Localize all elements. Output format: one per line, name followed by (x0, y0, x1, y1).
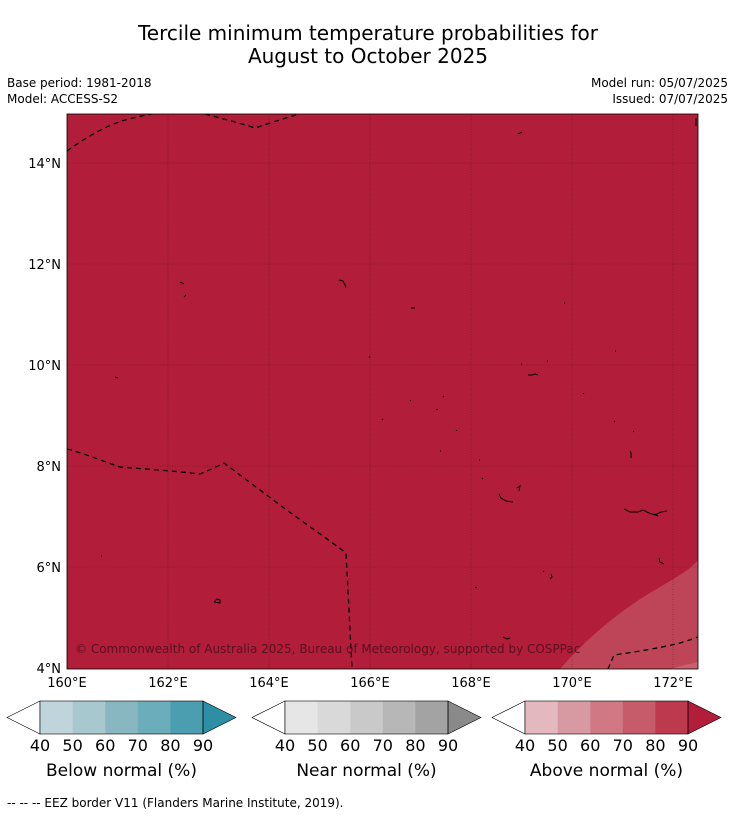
legend-title-above: Above normal (%) (529, 761, 684, 781)
eez-footnote: -- -- -- EEZ border V11 (Flanders Marine… (7, 796, 344, 810)
title-line-2: August to October 2025 (247, 44, 489, 68)
colorbar-above: 40 50 60 70 80 90 (491, 700, 722, 755)
colorbar-extend-high (687, 700, 722, 735)
colorbar-tick-label: 80 (645, 736, 665, 755)
eez-borders (67, 114, 698, 669)
colorbar-tick-label: 80 (160, 736, 180, 755)
colorbar-extend-high (447, 700, 482, 735)
colorbar-tick-label: 60 (95, 736, 115, 755)
colorbar-tick-label: 90 (678, 736, 698, 755)
lat-label: 8°N (37, 460, 62, 475)
colorbar-tick-label: 70 (373, 736, 393, 755)
graticule (67, 114, 698, 669)
lon-label: 162°E (148, 676, 188, 691)
colorbar-tick-label: 70 (613, 736, 633, 755)
lon-label: 160°E (47, 676, 87, 691)
colorbar-segment (622, 701, 656, 734)
issued-date: Issued: 07/07/2025 (612, 92, 728, 106)
colorbar-extend-low (491, 700, 526, 735)
colorbar-outline (284, 700, 449, 735)
meta-right: Model run: 05/07/2025 Issued: 07/07/2025 (591, 75, 728, 107)
lon-label: 168°E (451, 676, 491, 691)
latitude-labels: 14°N 12°N 10°N 8°N 6°N 4°N (28, 157, 61, 677)
islands (101, 118, 697, 640)
colorbar-segment (105, 701, 138, 734)
meta-left: Base period: 1981-2018 Model: ACCESS-S2 (7, 75, 152, 107)
colorbar-segment (655, 701, 689, 734)
model-name: Model: ACCESS-S2 (7, 92, 119, 106)
colorbar-tick-label: 50 (307, 736, 327, 755)
lon-label: 164°E (249, 676, 289, 691)
colorbar-tick-label: 90 (193, 736, 213, 755)
colorbars: 40 50 60 70 80 90 40 50 60 70 80 90 40 50 60 70 80 90 (6, 700, 722, 755)
colorbar-extend-high (202, 700, 237, 735)
colorbar-tick-label: 60 (580, 736, 600, 755)
map-frame (66, 113, 699, 670)
colorbar-outline (524, 700, 689, 735)
legend-title-near: Near normal (%) (296, 761, 437, 781)
longitude-labels: 160°E 162°E 164°E 166°E 168°E 170°E 172°… (47, 676, 693, 691)
colorbar-below: 40 50 60 70 80 90 (6, 700, 237, 755)
colorbar-segment (557, 701, 591, 734)
colorbar-segment (382, 701, 416, 734)
colorbar-segment (170, 701, 204, 734)
colorbar-tick-label: 80 (405, 736, 425, 755)
colorbar-tick-label: 60 (340, 736, 360, 755)
colorbar-outline (39, 700, 204, 735)
lon-label: 172°E (653, 676, 693, 691)
colorbar-segment (350, 701, 383, 734)
lat-label: 6°N (37, 561, 62, 576)
probability-field (67, 114, 698, 669)
colorbar-segment (317, 701, 351, 734)
copyright-text: © Commonwealth of Australia 2025, Bureau… (75, 642, 580, 656)
colorbar-segment (590, 701, 623, 734)
colorbar-tick-label: 70 (128, 736, 148, 755)
lat-label: 14°N (28, 157, 61, 172)
lon-label: 166°E (350, 676, 390, 691)
colorbar-segment (525, 701, 558, 734)
colorbar-tick-label: 40 (30, 736, 50, 755)
colorbar-tick-label: 50 (62, 736, 82, 755)
lat-label: 4°N (37, 662, 62, 677)
probability-contour-80 (560, 560, 698, 669)
lat-label: 10°N (28, 359, 61, 374)
colorbar-segment (415, 701, 449, 734)
colorbar-segment (40, 701, 73, 734)
colorbar-extend-low (251, 700, 286, 735)
colorbar-near: 40 50 60 70 80 90 (251, 700, 482, 755)
colorbar-segment (137, 701, 171, 734)
colorbar-segment (285, 701, 318, 734)
colorbar-tick-label: 40 (275, 736, 295, 755)
lon-label: 170°E (552, 676, 592, 691)
legend-title-below: Below normal (%) (46, 761, 197, 781)
colorbar-tick-label: 40 (515, 736, 535, 755)
chart-title: Tercile minimum temperature probabilitie… (0, 22, 736, 68)
base-period: Base period: 1981-2018 (7, 76, 152, 90)
title-line-1: Tercile minimum temperature probabilitie… (137, 21, 599, 45)
probability-contour-70 (670, 662, 698, 669)
colorbar-tick-label: 50 (547, 736, 567, 755)
colorbar-tick-label: 90 (438, 736, 458, 755)
model-run: Model run: 05/07/2025 (590, 76, 728, 90)
colorbar-segment (72, 701, 106, 734)
lat-label: 12°N (28, 258, 61, 273)
colorbar-extend-low (6, 700, 41, 735)
